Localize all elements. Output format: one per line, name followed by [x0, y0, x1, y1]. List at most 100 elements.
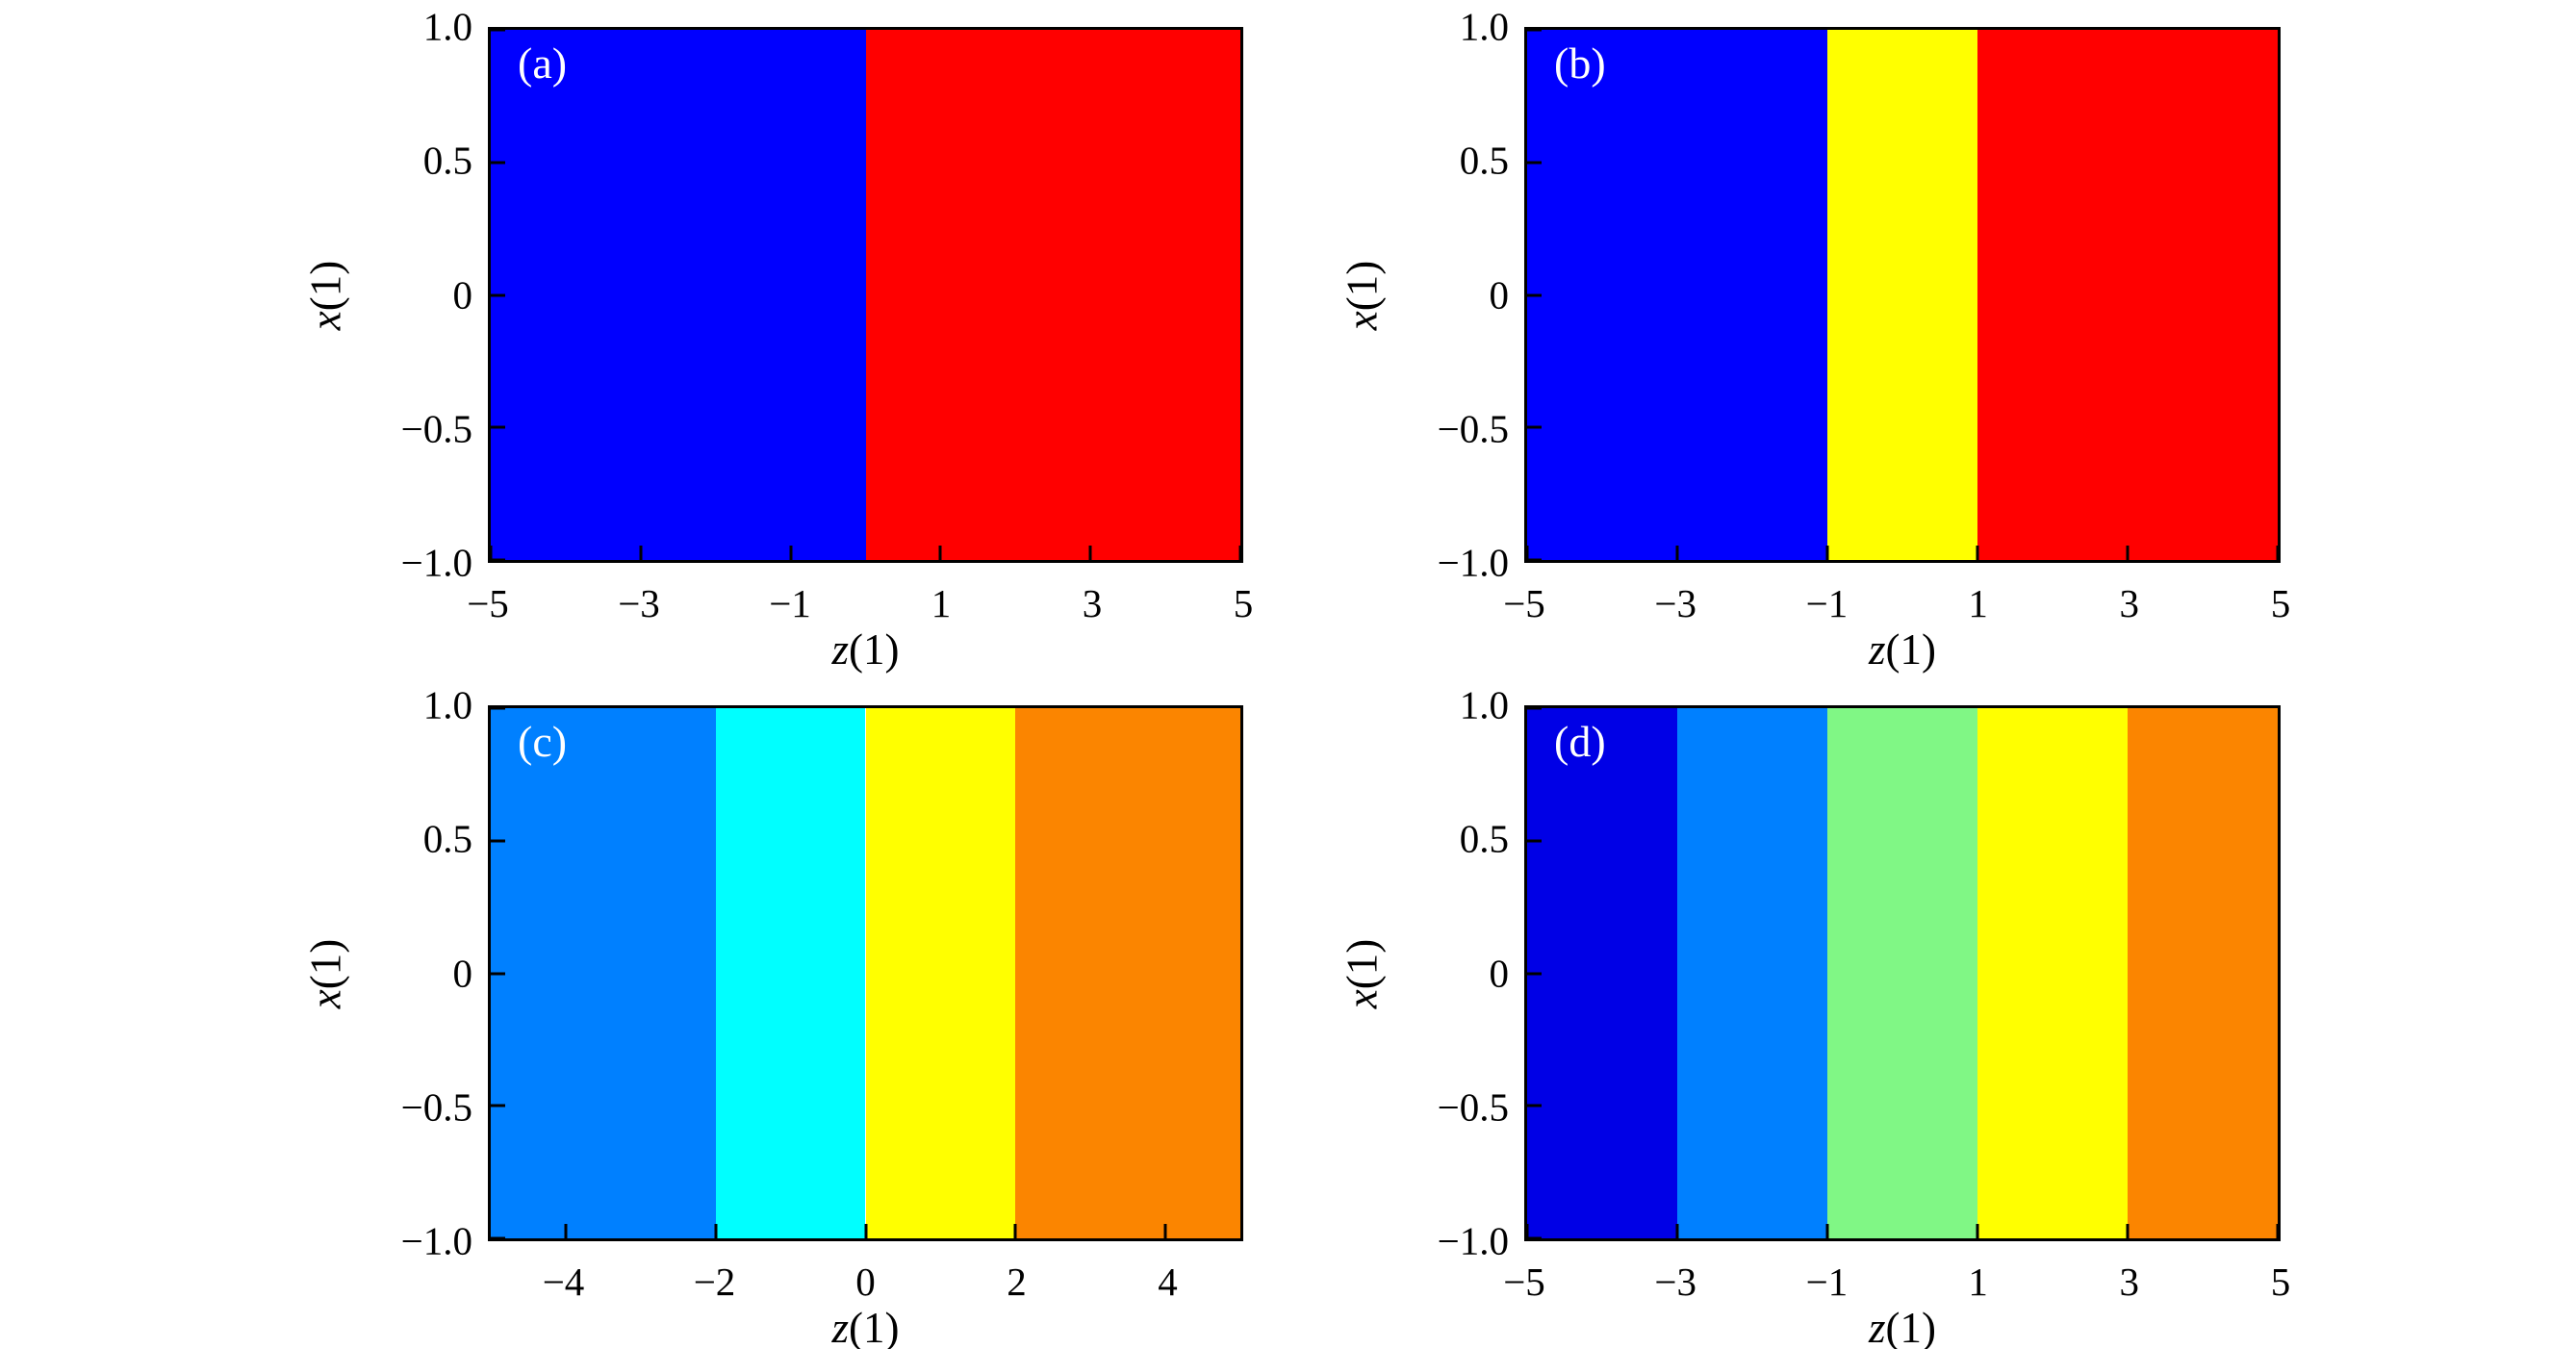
region-band-c-0 — [491, 708, 716, 1238]
y-tick-label: −1.0 — [1437, 540, 1509, 585]
x-tick-mark — [491, 546, 493, 560]
region-band-d-0 — [1527, 708, 1677, 1238]
x-tick-label: 3 — [2119, 1260, 2140, 1304]
x-tick-label: 3 — [2119, 581, 2140, 625]
x-tick-label: 1 — [1968, 581, 1988, 625]
x-axis-label-c: z(1) — [832, 1307, 900, 1349]
x-tick-label: 1 — [931, 581, 952, 625]
region-band-d-1 — [1677, 708, 1827, 1238]
y-tick-label: 0.5 — [1459, 138, 1509, 183]
y-axis-label-rest: (1) — [301, 938, 350, 989]
y-tick-label: 0.5 — [422, 816, 472, 861]
y-tick-label: 0.5 — [422, 138, 472, 183]
x-axis-label-variable: z — [1869, 1304, 1886, 1349]
y-axis-label-a: x(1) — [301, 260, 350, 330]
y-axis-label-rest: (1) — [1338, 260, 1387, 311]
x-tick-label: −2 — [693, 1260, 736, 1304]
x-tick-mark — [2276, 1224, 2278, 1238]
x-tick-mark — [1013, 1224, 1017, 1238]
x-axis-label-rest: (1) — [849, 1304, 900, 1349]
y-axis-label-b: x(1) — [1338, 260, 1387, 330]
y-tick-mark — [491, 30, 505, 32]
region-band-b-2 — [1977, 30, 2278, 560]
y-axis-label-d: x(1) — [1338, 938, 1387, 1008]
y-axis-label-variable: x — [1338, 988, 1387, 1008]
x-tick-mark — [1675, 1224, 1679, 1238]
x-tick-mark — [1825, 1224, 1829, 1238]
region-band-a-1 — [865, 30, 1240, 560]
x-axis-label-rest: (1) — [1885, 1304, 1936, 1349]
y-tick-label: −0.5 — [400, 406, 472, 451]
x-tick-mark — [1825, 546, 1829, 560]
panel-label-b: (b) — [1554, 38, 1606, 88]
x-tick-mark — [1088, 546, 1092, 560]
x-tick-mark — [639, 546, 643, 560]
plot-panel-b: (b) — [1524, 27, 2281, 563]
region-band-d-2 — [1827, 708, 1977, 1238]
y-axis-label-rest: (1) — [1338, 938, 1387, 989]
region-band-d-3 — [1977, 708, 2128, 1238]
x-tick-mark — [864, 1224, 867, 1238]
y-tick-label: 0 — [1489, 951, 1510, 995]
y-tick-label: −1.0 — [400, 1218, 472, 1263]
region-band-c-1 — [715, 708, 866, 1238]
y-tick-mark — [491, 839, 505, 843]
x-tick-label: −5 — [1503, 1260, 1545, 1304]
y-tick-label: 1.0 — [422, 682, 472, 727]
y-tick-label: 1.0 — [422, 4, 472, 49]
y-tick-mark — [1527, 161, 1542, 165]
region-band-c-2 — [865, 708, 1016, 1238]
y-tick-mark — [1527, 839, 1542, 843]
y-tick-label: −1.0 — [1437, 1218, 1509, 1263]
x-axis-label-variable: z — [831, 1304, 850, 1349]
region-band-a-0 — [491, 30, 866, 560]
x-tick-label: 5 — [2270, 581, 2291, 625]
y-tick-label: −0.5 — [400, 1084, 472, 1130]
y-tick-mark — [1527, 293, 1542, 296]
y-tick-label: 0.5 — [1459, 816, 1509, 861]
plot-panel-a: (a) — [488, 27, 1243, 563]
x-axis-label-rest: (1) — [849, 625, 900, 674]
y-axis-label-rest: (1) — [301, 260, 350, 311]
y-tick-mark — [491, 972, 505, 975]
x-tick-label: −1 — [769, 581, 811, 625]
y-axis-label-c: x(1) — [301, 938, 350, 1007]
x-tick-label: −1 — [1805, 1260, 1849, 1304]
y-axis-label-variable: x — [301, 310, 350, 330]
y-tick-mark — [491, 161, 505, 165]
y-axis-label-variable: x — [1338, 310, 1387, 330]
x-tick-mark — [714, 1224, 718, 1238]
y-tick-mark — [491, 708, 505, 710]
x-tick-label: 2 — [1007, 1260, 1027, 1304]
x-tick-label: 0 — [855, 1260, 876, 1304]
y-tick-label: 0 — [452, 272, 473, 317]
y-tick-mark — [491, 293, 505, 296]
y-tick-mark — [491, 558, 505, 560]
x-tick-mark — [938, 546, 942, 560]
y-tick-label: 0 — [452, 951, 473, 995]
x-tick-mark — [2126, 1224, 2130, 1238]
y-tick-label: −0.5 — [1437, 406, 1509, 451]
x-tick-mark — [1238, 546, 1240, 560]
y-tick-mark — [1527, 1104, 1542, 1107]
x-tick-mark — [564, 1224, 568, 1238]
x-tick-label: −5 — [467, 581, 509, 625]
y-tick-mark — [491, 425, 505, 429]
x-tick-mark — [2126, 546, 2130, 560]
region-band-b-0 — [1527, 30, 1827, 560]
plot-panel-c: (c) — [488, 705, 1243, 1241]
y-tick-mark — [1527, 708, 1542, 710]
x-tick-label: −4 — [542, 1260, 585, 1304]
y-tick-mark — [491, 1236, 505, 1238]
x-tick-mark — [789, 546, 793, 560]
x-tick-label: 5 — [2270, 1260, 2291, 1304]
y-tick-mark — [1527, 30, 1542, 32]
x-axis-label-rest: (1) — [1885, 625, 1936, 674]
y-tick-mark — [1527, 1236, 1542, 1238]
y-tick-label: −0.5 — [1437, 1084, 1509, 1130]
y-tick-mark — [1527, 972, 1542, 975]
x-tick-mark — [2276, 546, 2278, 560]
x-tick-mark — [1976, 546, 1979, 560]
x-tick-label: 3 — [1082, 581, 1103, 625]
